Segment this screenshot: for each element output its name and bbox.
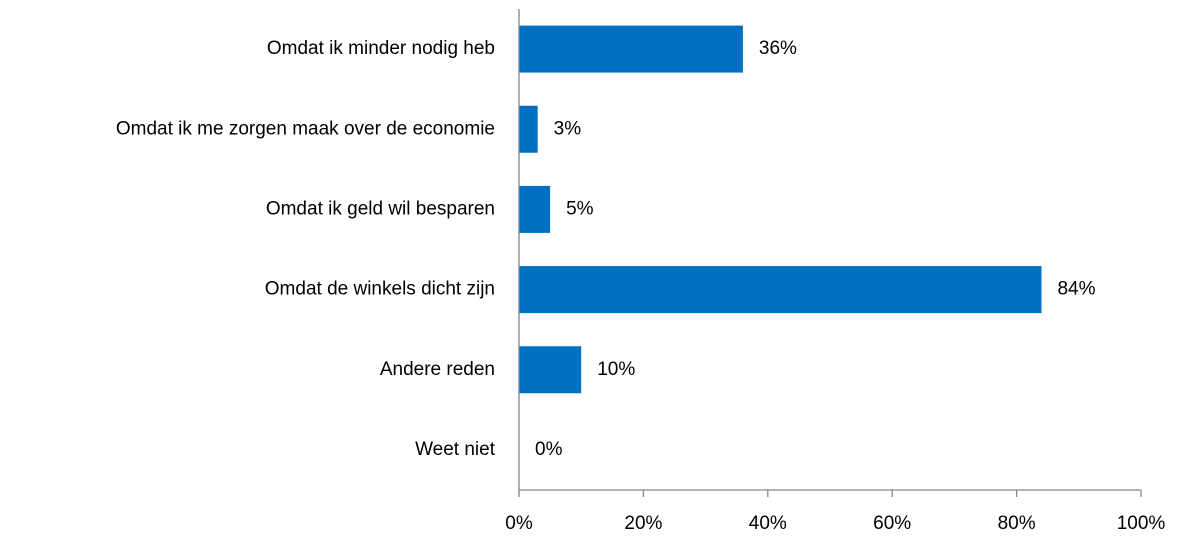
- x-tick-label: 40%: [749, 513, 787, 534]
- bar: [519, 185, 551, 233]
- y-tick-label: Omdat ik minder nodig heb: [267, 38, 495, 59]
- bar: [519, 346, 582, 394]
- bar: [519, 266, 1042, 314]
- x-tick-label: 60%: [873, 513, 911, 534]
- data-label: 3%: [554, 118, 582, 139]
- x-tick-label: 0%: [505, 513, 533, 534]
- data-label: 84%: [1057, 279, 1095, 300]
- bar: [519, 105, 538, 153]
- y-tick-label: Andere reden: [380, 359, 495, 380]
- y-tick-label: Omdat ik me zorgen maak over de economie: [116, 118, 495, 139]
- y-tick-label: Omdat de winkels dicht zijn: [265, 279, 495, 300]
- y-tick-label: Weet niet: [415, 439, 496, 460]
- data-label: 5%: [566, 198, 594, 219]
- data-label: 36%: [759, 38, 797, 59]
- data-label: 10%: [597, 359, 635, 380]
- x-tick-label: 100%: [1117, 513, 1166, 534]
- bar: [519, 25, 743, 73]
- y-tick-label: Omdat ik geld wil besparen: [266, 198, 495, 219]
- x-tick-label: 20%: [624, 513, 662, 534]
- x-tick-label: 80%: [998, 513, 1036, 534]
- data-label: 0%: [535, 439, 563, 460]
